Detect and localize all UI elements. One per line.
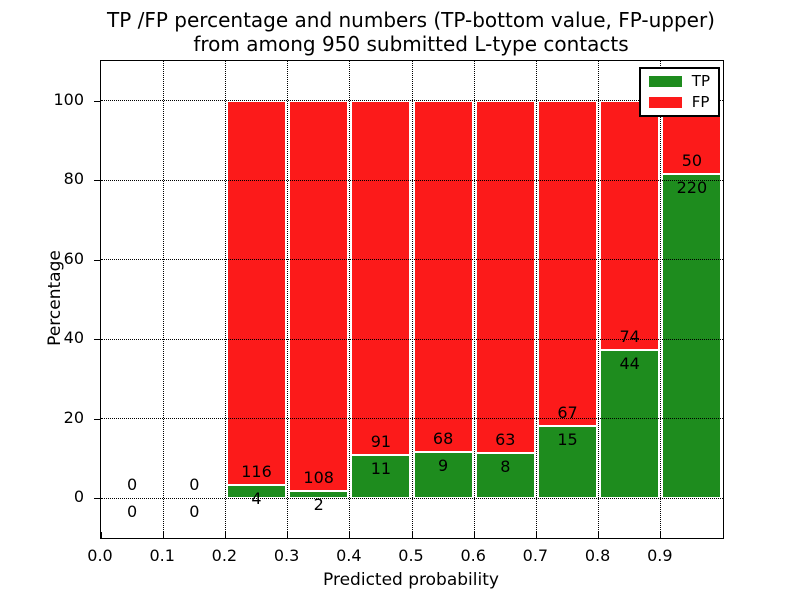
x-tick-label: 0.1 bbox=[149, 546, 175, 565]
chart-title: TP /FP percentage and numbers (TP-bottom… bbox=[89, 8, 733, 56]
x-axis-tick bbox=[411, 532, 413, 538]
plot-area: TP FP 0 0 0 0 116 4 108 2 91 11 68 9 63 8 67 15 74 44 50 220 bbox=[94, 60, 724, 539]
gridline-vertical bbox=[473, 61, 475, 538]
legend-label: TP bbox=[691, 72, 710, 90]
x-axis-tick bbox=[598, 532, 600, 538]
x-axis-label: Predicted probability bbox=[323, 570, 499, 590]
legend-entry-tp: TP bbox=[648, 72, 710, 90]
x-tick-label: 0.2 bbox=[211, 546, 238, 565]
chart-title-line2: from among 950 submitted L-type contacts bbox=[193, 32, 629, 56]
tp-count-label: 15 bbox=[557, 429, 578, 449]
tp-count-label: 9 bbox=[438, 455, 449, 475]
bar-fp-segment bbox=[226, 100, 287, 485]
bar-tp-segment bbox=[226, 485, 287, 499]
tp-count-label: 8 bbox=[500, 457, 511, 477]
tp-count-label: 0 bbox=[127, 502, 138, 522]
gridline-vertical bbox=[535, 61, 537, 538]
bar-fp-segment bbox=[413, 100, 473, 452]
x-tick-label: 0.7 bbox=[522, 546, 549, 565]
x-axis-tick bbox=[660, 532, 662, 538]
bar-tp-segment bbox=[289, 491, 349, 499]
legend-label: FP bbox=[691, 93, 710, 111]
bar-tp-segment bbox=[351, 455, 411, 499]
y-axis-tick bbox=[94, 259, 101, 261]
tp-count-label: 0 bbox=[189, 502, 200, 522]
y-axis-tick bbox=[94, 100, 101, 102]
x-axis-tick bbox=[101, 532, 102, 538]
tp-swatch bbox=[648, 76, 682, 87]
fp-count-label: 50 bbox=[681, 151, 703, 171]
legend-entry-fp: FP bbox=[648, 93, 710, 111]
x-axis-tick bbox=[162, 532, 164, 538]
gridline-vertical bbox=[287, 61, 289, 538]
x-axis-tick bbox=[473, 532, 475, 538]
legend: TP FP bbox=[638, 67, 720, 117]
bar-tp-segment bbox=[413, 451, 473, 499]
bar-fp-segment bbox=[537, 100, 598, 426]
x-axis-tick bbox=[287, 532, 289, 538]
tp-count-label: 11 bbox=[370, 459, 392, 479]
fp-count-label: 91 bbox=[370, 432, 392, 452]
tp-count-label: 220 bbox=[676, 178, 708, 198]
x-tick-label: 0.5 bbox=[398, 546, 424, 565]
fp-count-label: 108 bbox=[303, 468, 334, 488]
y-tick-label: 0 bbox=[73, 487, 84, 507]
bar-fp-segment bbox=[351, 100, 411, 456]
bar-tp-segment bbox=[475, 453, 535, 499]
tp-count-label: 44 bbox=[619, 354, 640, 374]
y-tick-label: 80 bbox=[63, 169, 84, 189]
y-tick-label: 100 bbox=[53, 89, 84, 109]
fp-count-label: 74 bbox=[619, 327, 640, 347]
fp-count-label: 68 bbox=[432, 428, 454, 448]
gridline-vertical bbox=[598, 61, 600, 538]
fp-count-label: 116 bbox=[241, 462, 272, 481]
chart-title-line1: TP /FP percentage and numbers (TP-bottom… bbox=[107, 8, 715, 32]
bar-tp-segment bbox=[537, 425, 598, 499]
bar-fp-segment bbox=[475, 100, 535, 454]
x-tick-label: 0.4 bbox=[336, 546, 362, 565]
x-tick-label: 0.8 bbox=[584, 546, 611, 565]
x-axis-tick bbox=[224, 532, 226, 538]
x-tick-label: 0.6 bbox=[460, 546, 486, 565]
bar-tp-segment bbox=[600, 350, 660, 499]
tp-count-label: 4 bbox=[251, 489, 262, 508]
fp-count-label: 0 bbox=[127, 475, 138, 495]
y-tick-label: 40 bbox=[63, 328, 84, 348]
bar-fp-segment bbox=[600, 100, 660, 351]
gridline-vertical bbox=[162, 61, 164, 538]
x-tick-label: 0.9 bbox=[647, 546, 673, 565]
fp-count-label: 0 bbox=[189, 475, 200, 495]
y-axis-tick bbox=[94, 339, 101, 341]
x-tick-label: 0.3 bbox=[273, 546, 300, 565]
y-tick-label: 60 bbox=[63, 248, 84, 268]
tp-count-label: 2 bbox=[313, 495, 324, 515]
gridline-vertical bbox=[411, 61, 413, 538]
gridline-vertical bbox=[660, 61, 662, 538]
gridline-vertical bbox=[224, 61, 226, 538]
bar-tp-segment bbox=[662, 174, 722, 499]
y-axis-tick bbox=[94, 180, 101, 182]
x-tick-label: 0.0 bbox=[87, 546, 113, 565]
bar-fp-segment bbox=[289, 100, 349, 492]
gridline-vertical bbox=[349, 61, 351, 538]
x-axis-tick bbox=[535, 532, 537, 538]
y-axis-tick bbox=[94, 498, 101, 500]
y-tick-label: 20 bbox=[63, 407, 84, 427]
fp-swatch bbox=[648, 97, 682, 108]
fp-count-label: 67 bbox=[557, 402, 578, 422]
x-axis-tick bbox=[349, 532, 351, 538]
y-axis-tick bbox=[94, 418, 101, 420]
fp-count-label: 63 bbox=[495, 430, 516, 450]
